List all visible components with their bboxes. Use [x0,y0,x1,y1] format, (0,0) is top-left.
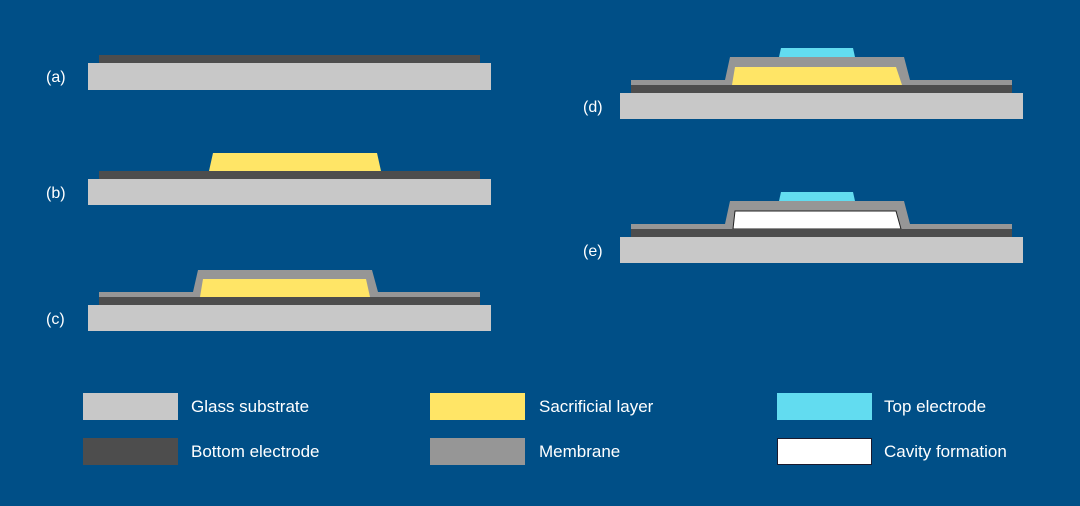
step-d: (d) [583,48,1023,119]
legend: Glass substrate Sacrificial layer Top el… [83,393,1007,465]
step-b: (b) [46,153,491,205]
sacrificial-layer [200,279,370,297]
glass-substrate [620,237,1023,263]
step-label-d: (d) [583,99,603,116]
legend-swatch-sacrificial-layer [430,393,525,420]
bottom-electrode [99,55,480,63]
step-label-a: (a) [46,69,66,86]
bottom-electrode [99,171,480,179]
glass-substrate [88,63,491,90]
glass-substrate [620,93,1023,119]
legend-label: Glass substrate [191,397,309,416]
step-c: (c) [46,270,491,331]
step-label-b: (b) [46,185,66,202]
step-a: (a) [46,55,491,90]
top-electrode [779,48,855,57]
bottom-electrode [631,85,1012,93]
legend-label: Sacrificial layer [539,397,654,416]
cavity [732,210,902,230]
step-label-e: (e) [583,243,603,260]
step-e: (e) [583,192,1023,263]
top-electrode [779,192,855,201]
legend-label: Bottom electrode [191,442,320,461]
legend-swatch-top-electrode [777,393,872,420]
legend-swatch-cavity [777,438,872,465]
bottom-electrode [99,297,480,305]
glass-substrate [88,179,491,205]
glass-substrate [88,305,491,331]
step-label-c: (c) [46,311,65,328]
legend-label: Cavity formation [884,442,1007,461]
legend-label: Membrane [539,442,620,461]
legend-swatch-bottom-electrode [83,438,178,465]
sacrificial-layer [209,153,381,171]
legend-label: Top electrode [884,397,986,416]
sacrificial-layer [732,67,902,85]
bottom-electrode [631,229,1012,237]
legend-swatch-glass-substrate [83,393,178,420]
legend-swatch-membrane [430,438,525,465]
